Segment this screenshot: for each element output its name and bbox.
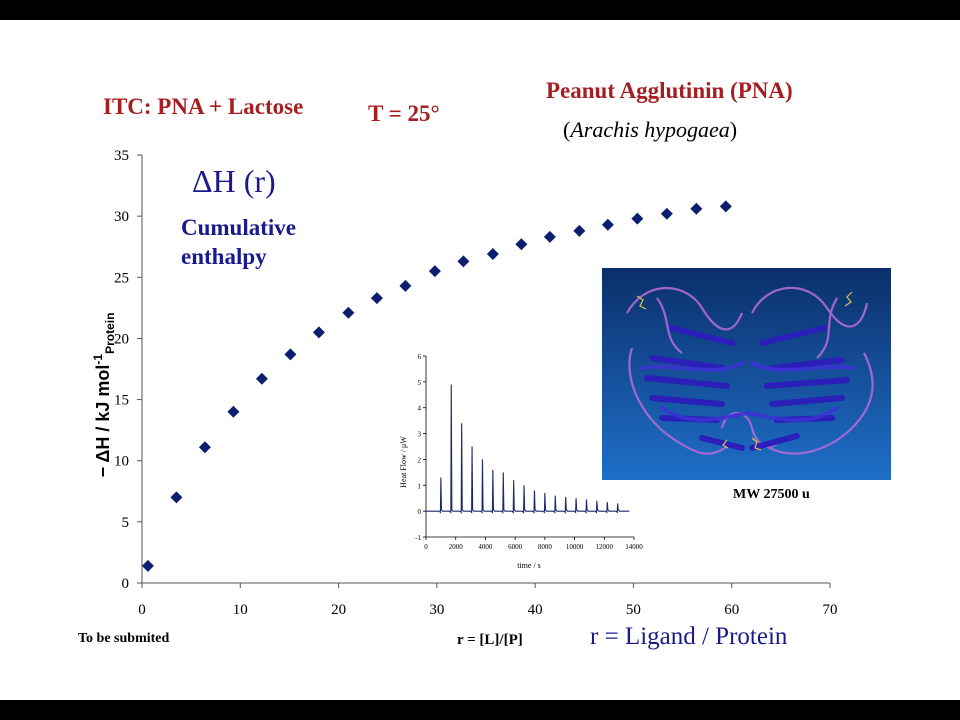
cumulative-enthalpy-label: Cumulative enthalpy [181,215,296,269]
species-italic: Arachis hypogaea [570,117,730,142]
y-tick-label: 20 [114,331,129,347]
y-tick-label: 35 [114,148,129,164]
inset-x-tick-label: 12000 [596,543,614,551]
data-point [543,230,556,243]
data-point [428,265,441,278]
y-tick-label: 15 [114,393,129,409]
x-tick-label: 0 [138,602,146,618]
data-point [631,212,644,225]
inset-x-tick-label: 14000 [625,543,643,551]
y-tick-label: 5 [122,515,130,531]
inset-x-tick-label: 6000 [508,543,523,551]
inset-y-tick-label: 1 [418,482,422,490]
data-point [198,441,211,454]
protein-name: Peanut Agglutinin (PNA) [546,78,793,103]
data-point [660,207,673,220]
x-tick-label: 60 [724,602,739,618]
inset-x-tick-label: 2000 [449,543,464,551]
data-point [399,279,412,292]
data-point [486,248,499,261]
inset-y-tick-label: 4 [418,405,422,413]
inset-axes [423,355,635,540]
x-tick-label: 50 [626,602,641,618]
molecular-weight-label: MW 27500 u [733,487,810,502]
y-tick-label: 25 [114,270,129,286]
data-point [573,224,586,237]
inset-x-tick-label: 0 [424,543,428,551]
inset-y-tick-label: 6 [418,353,422,361]
x-axis-label-short: r = [L]/[P] [457,632,523,648]
x-tick-label: 30 [429,602,444,618]
inset-x-tick-label: 10000 [566,543,584,551]
y-tick-label: 30 [114,209,129,225]
x-tick-label: 70 [823,602,838,618]
submission-note: To be submited [78,631,170,646]
data-point [141,559,154,572]
data-point [255,372,268,385]
data-point [342,306,355,319]
protein-structure-image [602,268,891,480]
inset-x-label: time / s [517,561,541,570]
y-axis-label: − ΔH / kJ mol-1Protein [91,312,117,478]
main-data-points [141,200,732,572]
data-point [457,255,470,268]
experiment-title: ITC: PNA + Lactose [103,94,304,119]
data-point [227,405,240,418]
temperature-label: T = 25° [368,101,440,126]
x-axis-label-long: r = Ligand / Protein [590,623,788,650]
inset-y-tick-label: 0 [418,508,422,516]
y-tick-label: 0 [122,576,130,592]
main-axes [137,154,831,588]
data-point [170,491,183,504]
data-point [719,200,732,213]
inset-x-tick-label: 8000 [538,543,553,551]
data-point [601,218,614,231]
delta-h-label: ΔH (r) [192,163,276,199]
inset-y-tick-label: 5 [418,379,422,387]
heat-flow-trace [426,384,630,514]
inset-y-tick-label: -1 [415,534,421,542]
x-tick-label: 10 [233,602,248,618]
bottom-letterbox [0,700,960,720]
data-point [515,238,528,251]
inset-x-tick-label: 4000 [478,543,493,551]
inset-y-label: Heat Flow / μW [399,436,408,488]
data-point [370,292,383,305]
x-tick-label: 20 [331,602,346,618]
species-name: (Arachis hypogaea) [563,117,738,142]
inset-y-tick-label: 3 [418,431,422,439]
x-tick-label: 40 [528,602,543,618]
data-point [312,326,325,339]
inset-y-tick-label: 2 [418,456,422,464]
y-tick-label: 10 [114,454,129,470]
data-point [284,348,297,361]
top-letterbox [0,0,960,20]
data-point [690,202,703,215]
